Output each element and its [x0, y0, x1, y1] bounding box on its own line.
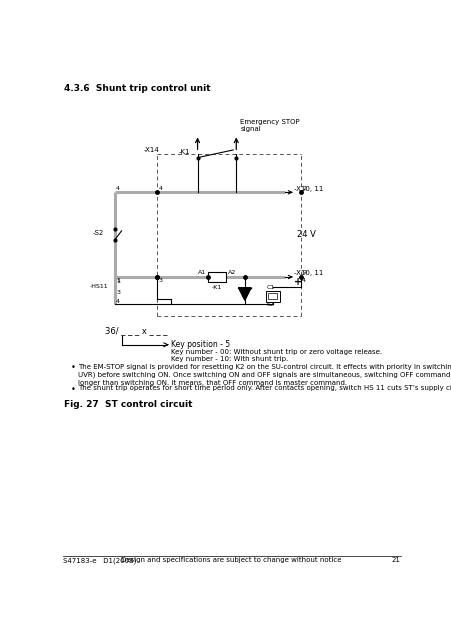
- Text: 1: 1: [116, 278, 120, 283]
- Text: Key number - 00: Without shunt trip or zero voltage release.: Key number - 00: Without shunt trip or z…: [171, 349, 382, 355]
- Text: 3: 3: [158, 278, 162, 283]
- Text: A2: A2: [227, 269, 235, 275]
- Bar: [265, 291, 279, 301]
- Text: 4: 4: [302, 278, 305, 283]
- Polygon shape: [238, 288, 250, 300]
- Text: 4: 4: [116, 298, 120, 303]
- Text: 21: 21: [391, 557, 400, 563]
- Text: 1: 1: [116, 278, 120, 284]
- Text: A1: A1: [198, 269, 206, 275]
- Text: •: •: [70, 385, 75, 394]
- Text: -K1: -K1: [179, 149, 190, 156]
- Text: 9: 9: [302, 271, 305, 275]
- Text: S47183-e   D1(2008): S47183-e D1(2008): [63, 557, 136, 564]
- Text: 3: 3: [116, 290, 120, 295]
- Text: -K1: -K1: [212, 285, 221, 290]
- Text: 24 V: 24 V: [296, 230, 315, 239]
- Text: Fig. 27  ST control circuit: Fig. 27 ST control circuit: [64, 400, 192, 409]
- Text: 4.3.6  Shunt trip control unit: 4.3.6 Shunt trip control unit: [64, 84, 211, 93]
- Text: 4: 4: [158, 186, 162, 191]
- Text: Key number - 10: With shunt trip.: Key number - 10: With shunt trip.: [171, 356, 288, 362]
- Text: -X14: -X14: [143, 147, 159, 153]
- Text: -S2: -S2: [93, 230, 104, 236]
- Text: 4: 4: [116, 186, 120, 191]
- Text: S2: S2: [266, 303, 274, 307]
- Text: -X10, 11: -X10, 11: [294, 186, 323, 191]
- Text: The shunt trip operates for short time period only. After contacts opening, swit: The shunt trip operates for short time p…: [78, 385, 451, 391]
- Bar: [207, 273, 226, 282]
- Bar: [267, 293, 277, 300]
- Text: +: +: [294, 276, 302, 287]
- Text: Key position - 5: Key position - 5: [171, 340, 230, 349]
- Text: -HS11: -HS11: [90, 284, 108, 289]
- Text: 2: 2: [302, 186, 305, 191]
- Text: The EM-STOP signal is provided for resetting K2 on the SU-control circuit. It ef: The EM-STOP signal is provided for reset…: [78, 364, 451, 386]
- Text: C1: C1: [266, 285, 274, 290]
- Text: Design and specifications are subject to change without notice: Design and specifications are subject to…: [121, 557, 341, 563]
- Text: -X10, 11: -X10, 11: [294, 270, 323, 276]
- Text: 36/ _ _ _ x _ _ _: 36/ _ _ _ x _ _ _: [104, 326, 167, 335]
- Text: •: •: [70, 364, 75, 372]
- Text: Emergency STOP
signal: Emergency STOP signal: [239, 119, 299, 132]
